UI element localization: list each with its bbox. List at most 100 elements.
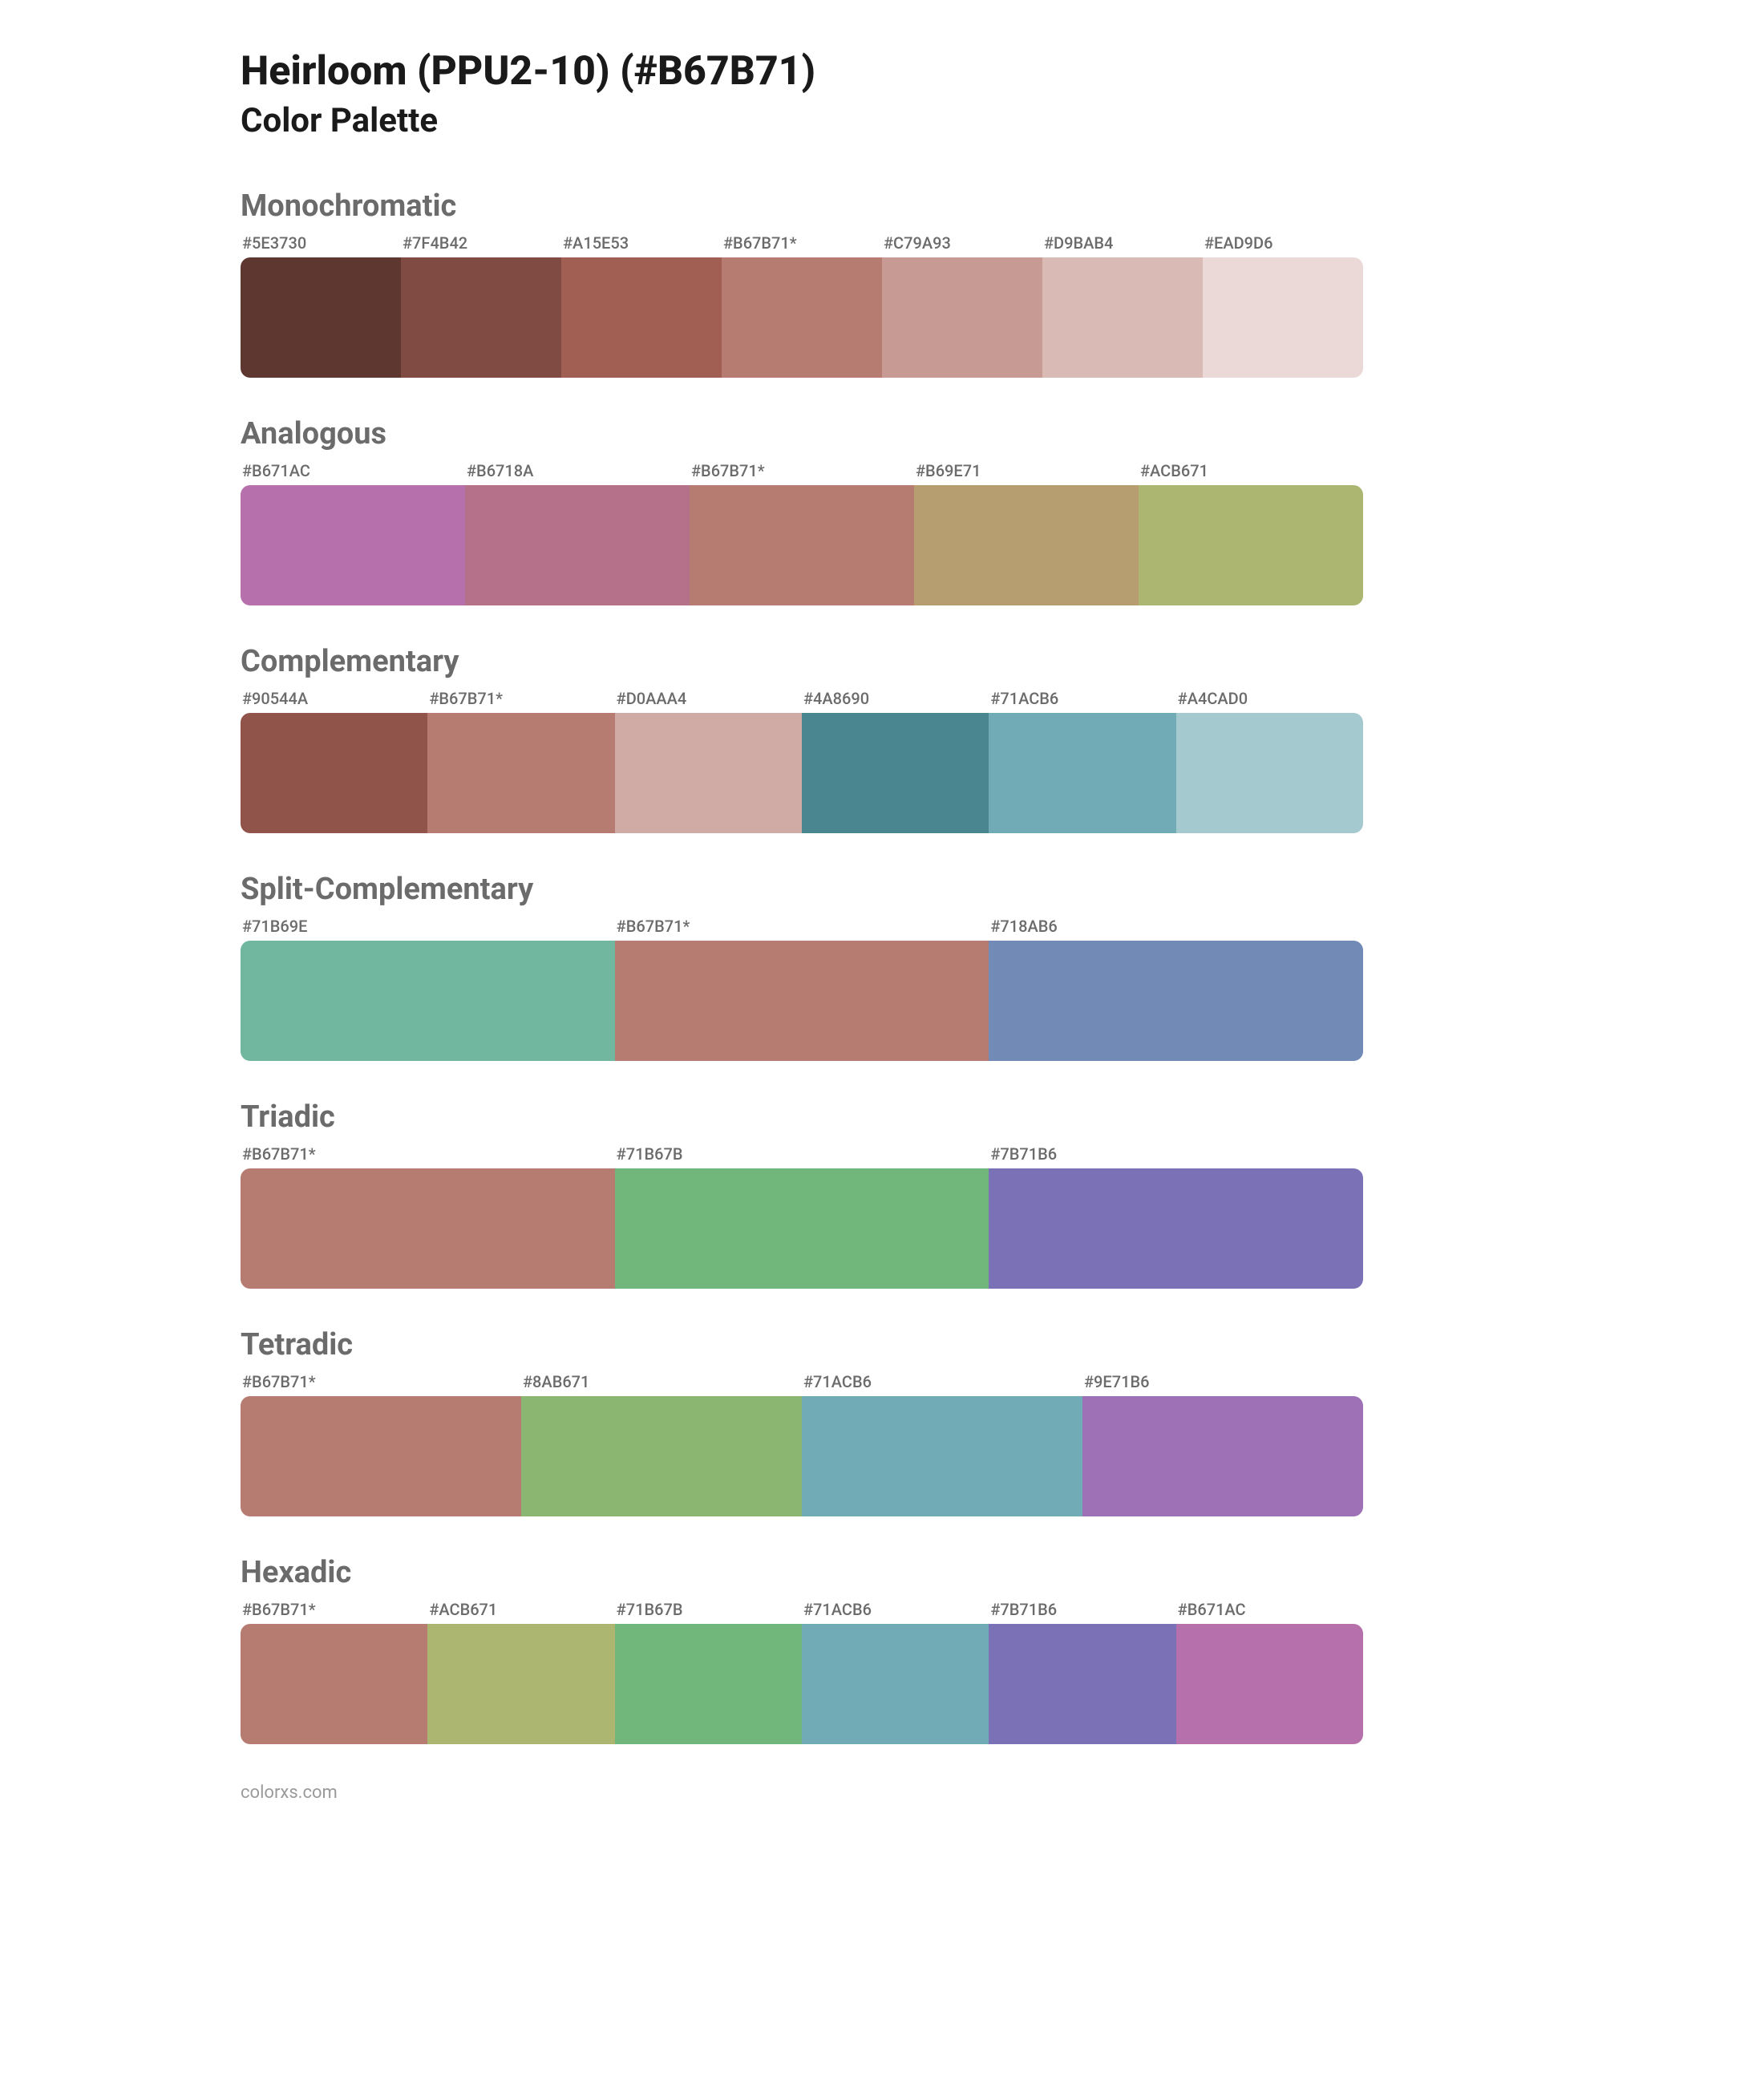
swatch-color [615, 1624, 802, 1744]
swatch-color [401, 257, 561, 378]
swatch-label: #5E3730 [241, 229, 401, 257]
swatch: #A15E53 [561, 229, 722, 378]
swatch-label: #ACB671 [1139, 456, 1363, 485]
swatch: #718AB6 [989, 912, 1363, 1061]
swatch: #A4CAD0 [1176, 684, 1363, 833]
swatch-row: #B67B71*#71B67B#7B71B6 [241, 1140, 1363, 1289]
swatch: #9E71B6 [1082, 1367, 1363, 1516]
swatch: #D0AAA4 [615, 684, 802, 833]
swatch-color [241, 1624, 427, 1744]
swatch-color [1082, 1396, 1363, 1516]
swatch: #4A8690 [802, 684, 989, 833]
swatch-color [690, 485, 914, 605]
palette-section: Monochromatic#5E3730#7F4B42#A15E53#B67B7… [241, 188, 1523, 378]
swatch-label: #71B67B [615, 1595, 802, 1624]
palette-section: Hexadic #B67B71*#ACB671#71B67B#71ACB6#7B7… [241, 1555, 1523, 1744]
swatch: #EAD9D6 [1203, 229, 1363, 378]
swatch: #B67B71* [241, 1140, 615, 1289]
swatch-color [615, 1168, 989, 1289]
swatch: #71B67B [615, 1595, 802, 1744]
swatch: #7B71B6 [989, 1140, 1363, 1289]
swatch-label: #71B67B [615, 1140, 989, 1168]
swatch: #90544A [241, 684, 427, 833]
page-title: Heirloom (PPU2-10) (#B67B71) [241, 48, 1523, 95]
swatch: #71B69E [241, 912, 615, 1061]
swatch-color [241, 485, 465, 605]
swatch-color [722, 257, 882, 378]
swatch: #ACB671 [427, 1595, 614, 1744]
swatch-row: #B67B71*#ACB671#71B67B#71ACB6#7B71B6#B67… [241, 1595, 1363, 1744]
swatch: #71B67B [615, 1140, 989, 1289]
swatch-label: #B67B71* [690, 456, 914, 485]
swatch: #8AB671 [521, 1367, 802, 1516]
swatch-color [241, 941, 615, 1061]
swatch-color [989, 1624, 1175, 1744]
swatch-color [427, 1624, 614, 1744]
palette-name: Tetradic [241, 1327, 1523, 1362]
swatch-row: #71B69E#B67B71*#718AB6 [241, 912, 1363, 1061]
swatch-label: #ACB671 [427, 1595, 614, 1624]
swatch: #B67B71* [690, 456, 914, 605]
swatch: #B6718A [465, 456, 690, 605]
swatch: #C79A93 [882, 229, 1042, 378]
swatch-label: #B67B71* [722, 229, 882, 257]
swatch-label: #718AB6 [989, 912, 1363, 941]
swatch: #B671AC [1176, 1595, 1363, 1744]
swatch-color [989, 713, 1175, 833]
swatch: #71ACB6 [802, 1595, 989, 1744]
swatch-color [1176, 1624, 1363, 1744]
swatch-label: #A15E53 [561, 229, 722, 257]
swatch: #B67B71* [615, 912, 989, 1061]
swatch: #71ACB6 [989, 684, 1175, 833]
swatch: #7B71B6 [989, 1595, 1175, 1744]
swatch-label: #B671AC [241, 456, 465, 485]
palette-section: Analogous #B671AC#B6718A#B67B71*#B69E71#A… [241, 416, 1523, 605]
swatch-color [241, 1168, 615, 1289]
palette-section: Split-Complementary #71B69E#B67B71*#718AB… [241, 872, 1523, 1061]
swatch: #B671AC [241, 456, 465, 605]
palette-name: Triadic [241, 1099, 1523, 1135]
swatch-color [1139, 485, 1363, 605]
page-subtitle: Color Palette [241, 101, 1523, 140]
palette-section: Tetradic #B67B71*#8AB671#71ACB6#9E71B6 [241, 1327, 1523, 1516]
palette-section: Triadic #B67B71*#71B67B#7B71B6 [241, 1099, 1523, 1289]
swatch: #B67B71* [722, 229, 882, 378]
swatch-label: #90544A [241, 684, 427, 713]
swatch-color [989, 941, 1363, 1061]
swatch-label: #C79A93 [882, 229, 1042, 257]
swatch-row: #B671AC#B6718A#B67B71*#B69E71#ACB671 [241, 456, 1363, 605]
swatch-label: #71ACB6 [802, 1595, 989, 1624]
swatch-label: #B6718A [465, 456, 690, 485]
swatch-label: #B67B71* [241, 1595, 427, 1624]
swatch-color [802, 713, 989, 833]
swatch-label: #B67B71* [427, 684, 614, 713]
swatch-color [1203, 257, 1363, 378]
swatch-label: #B69E71 [914, 456, 1139, 485]
swatch-label: #7B71B6 [989, 1595, 1175, 1624]
palettes-container: Monochromatic#5E3730#7F4B42#A15E53#B67B7… [241, 188, 1523, 1744]
swatch: #D9BAB4 [1042, 229, 1203, 378]
swatch-label: #71B69E [241, 912, 615, 941]
swatch-color [241, 713, 427, 833]
palette-name: Split-Complementary [241, 872, 1523, 907]
palette-name: Complementary [241, 644, 1523, 679]
swatch-color [882, 257, 1042, 378]
palette-name: Analogous [241, 416, 1523, 451]
palette-name: Hexadic [241, 1555, 1523, 1590]
swatch-color [241, 257, 401, 378]
swatch-color [615, 713, 802, 833]
swatch-label: #7B71B6 [989, 1140, 1363, 1168]
swatch-label: #71ACB6 [802, 1367, 1082, 1396]
swatch-label: #D9BAB4 [1042, 229, 1203, 257]
swatch-label: #EAD9D6 [1203, 229, 1363, 257]
swatch-color [914, 485, 1139, 605]
swatch-color [241, 1396, 521, 1516]
swatch-label: #8AB671 [521, 1367, 802, 1396]
swatch: #B67B71* [241, 1367, 521, 1516]
swatch-label: #B67B71* [241, 1140, 615, 1168]
swatch-color [561, 257, 722, 378]
swatch: #ACB671 [1139, 456, 1363, 605]
swatch-label: #7F4B42 [401, 229, 561, 257]
swatch-label: #71ACB6 [989, 684, 1175, 713]
swatch: #B67B71* [427, 684, 614, 833]
